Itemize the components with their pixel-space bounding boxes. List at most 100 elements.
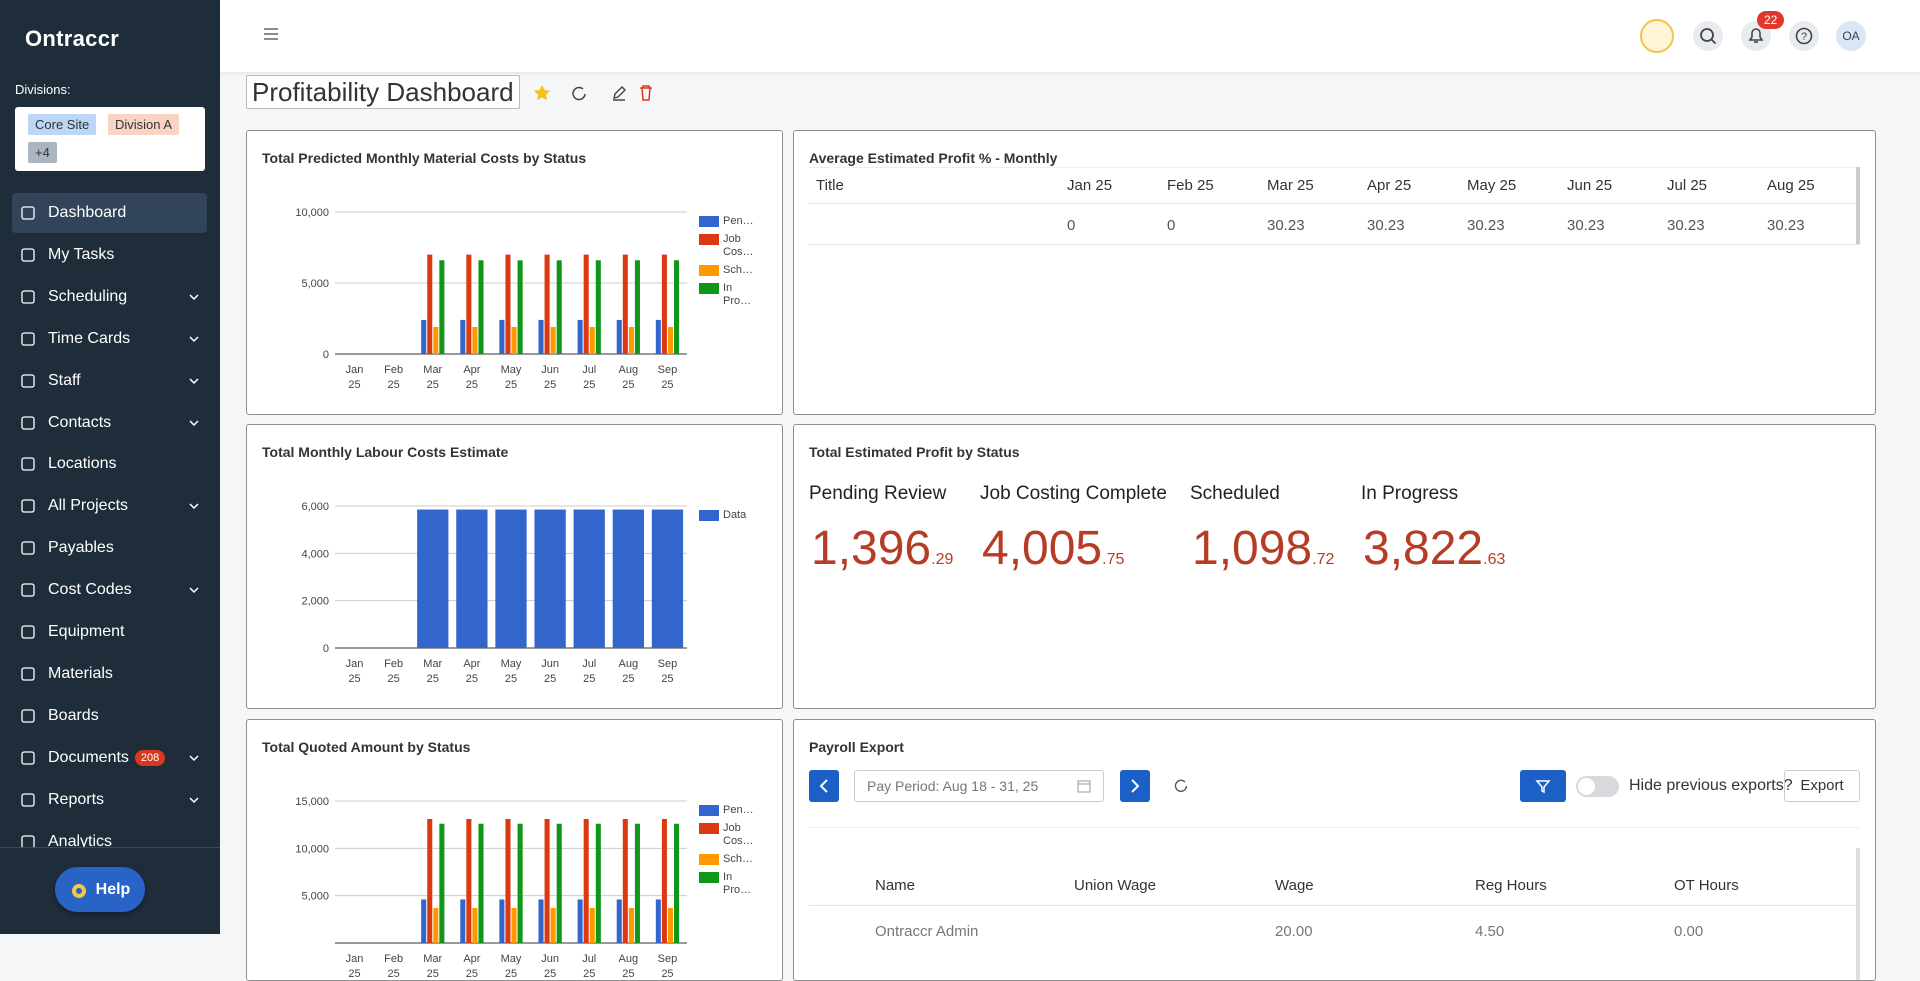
scrollbar[interactable] — [1856, 167, 1860, 244]
dashboard-title[interactable]: Profitability Dashboard — [246, 75, 520, 109]
legend-label: In Pro… — [723, 282, 752, 307]
search-button[interactable] — [1693, 21, 1723, 51]
help-button[interactable]: Help — [55, 867, 145, 912]
bar — [544, 818, 550, 943]
y-tick-label: 4,000 — [301, 548, 329, 560]
x-tick-label: Jan 25 — [345, 953, 364, 980]
page-body: Ontraccr Divisions: Core Site Division A +… — [0, 0, 1876, 981]
nav-item[interactable]: Dashboard — [12, 193, 207, 233]
next-period-button[interactable] — [1120, 770, 1150, 802]
chevron-shape — [189, 755, 199, 761]
y-tick-label: 6,000 — [301, 501, 329, 513]
column-header: Jun 25 — [1567, 177, 1613, 194]
nav-item[interactable]: Documents 208 — [12, 738, 207, 778]
export-button[interactable]: Export — [1784, 770, 1860, 802]
legend-item: Pen… — [699, 804, 754, 817]
nav-icon-shape — [21, 373, 35, 388]
x-tick-label: Jul 25 — [582, 953, 597, 980]
header-border — [809, 905, 1859, 906]
chevron-shape — [189, 419, 199, 426]
nav-label: My Tasks — [48, 245, 115, 263]
nav-item[interactable]: Time Cards — [12, 319, 207, 359]
bar — [651, 509, 684, 648]
nav-item[interactable]: Materials — [12, 654, 207, 694]
filter-button[interactable] — [1520, 770, 1566, 802]
x-tick-label: Mar 25 — [423, 953, 443, 980]
bar — [478, 823, 484, 943]
bar — [466, 254, 472, 354]
previous-period-button[interactable] — [809, 770, 839, 802]
card-title: Total Estimated Profit by Status — [809, 444, 1020, 460]
header-top-border — [809, 167, 1859, 168]
legend-swatch — [699, 510, 719, 521]
division-tag[interactable]: Core Site — [28, 114, 97, 135]
divisions-box[interactable]: Core Site Division A +4 — [15, 107, 205, 171]
nav-icon — [21, 457, 35, 472]
nav-item[interactable]: Locations — [12, 444, 207, 484]
title-actions — [534, 85, 652, 101]
legend-item: In Pro… — [699, 282, 753, 308]
x-tick-label: Mar 25 — [423, 364, 443, 391]
division-tag[interactable]: Division A — [108, 114, 180, 135]
avatar[interactable]: OA — [1836, 21, 1866, 51]
help-center-button[interactable]: ? — [1789, 21, 1819, 51]
bar — [439, 823, 445, 943]
svg-text:?: ? — [1801, 31, 1807, 43]
favorite-button[interactable] — [534, 85, 550, 101]
nav-item[interactable]: Equipment — [12, 612, 207, 652]
edit-button[interactable] — [613, 86, 626, 101]
x-tick-label: Aug 25 — [618, 364, 639, 391]
column-header: Apr 25 — [1367, 177, 1412, 194]
nav-item[interactable]: Staff — [12, 361, 207, 401]
bar — [439, 260, 445, 354]
nav-item[interactable]: My Tasks — [12, 235, 207, 275]
nav-icon-shape — [21, 457, 35, 472]
division-tag[interactable]: +4 — [28, 142, 57, 163]
nav-item[interactable]: All Projects — [12, 486, 207, 526]
nav-icon — [21, 332, 35, 346]
status-label: Job Costing Complete — [980, 483, 1167, 504]
nav-icon — [21, 499, 35, 513]
bar — [622, 254, 628, 354]
chevron-shape — [189, 797, 199, 803]
nav-item[interactable]: Cost Codes — [12, 570, 207, 610]
timer-button[interactable] — [1640, 19, 1674, 53]
x-tick-label: Feb 25 — [384, 364, 404, 391]
nav-item[interactable]: Reports — [12, 780, 207, 820]
bar — [589, 907, 595, 943]
nav-item[interactable]: Analytics — [12, 822, 207, 847]
bar — [674, 823, 680, 943]
bar — [417, 509, 449, 648]
refresh-button[interactable] — [1173, 778, 1189, 794]
nav-item[interactable]: Boards — [12, 696, 207, 736]
nav-icon — [21, 541, 35, 555]
nav-icon-shape — [21, 499, 35, 513]
legend-label: Pen… — [723, 215, 754, 227]
pay-period-picker[interactable]: Pay Period: Aug 18 - 31, 25 — [854, 770, 1104, 802]
bar — [505, 818, 511, 943]
bar — [499, 319, 505, 354]
x-tick-label: Jan 25 — [345, 658, 364, 685]
nav-icon — [21, 667, 35, 681]
hide-exports-toggle[interactable] — [1576, 776, 1619, 797]
bar — [634, 260, 640, 354]
logo[interactable]: Ontraccr — [25, 26, 120, 51]
nav-item[interactable]: Payables — [12, 528, 207, 568]
nav-item[interactable]: Contacts — [12, 403, 207, 443]
legend-item: Sch… — [699, 853, 753, 866]
legend-swatch — [699, 234, 719, 245]
nav-icon-shape — [21, 206, 35, 220]
menu-toggle[interactable] — [263, 27, 279, 41]
refresh-button[interactable] — [572, 86, 586, 101]
nav-label: Cost Codes — [48, 581, 132, 599]
bar — [538, 899, 544, 943]
scrollbar[interactable] — [1856, 848, 1860, 980]
table-cell: 30.23 — [1367, 217, 1405, 234]
toggle-label: Hide previous exports? — [1629, 777, 1793, 794]
bar — [534, 509, 566, 648]
nav-icon-shape — [21, 332, 35, 346]
legend-item: Sch… — [699, 264, 753, 277]
delete-button[interactable] — [640, 85, 652, 101]
separator — [0, 847, 220, 848]
nav-item[interactable]: Scheduling — [12, 277, 207, 317]
